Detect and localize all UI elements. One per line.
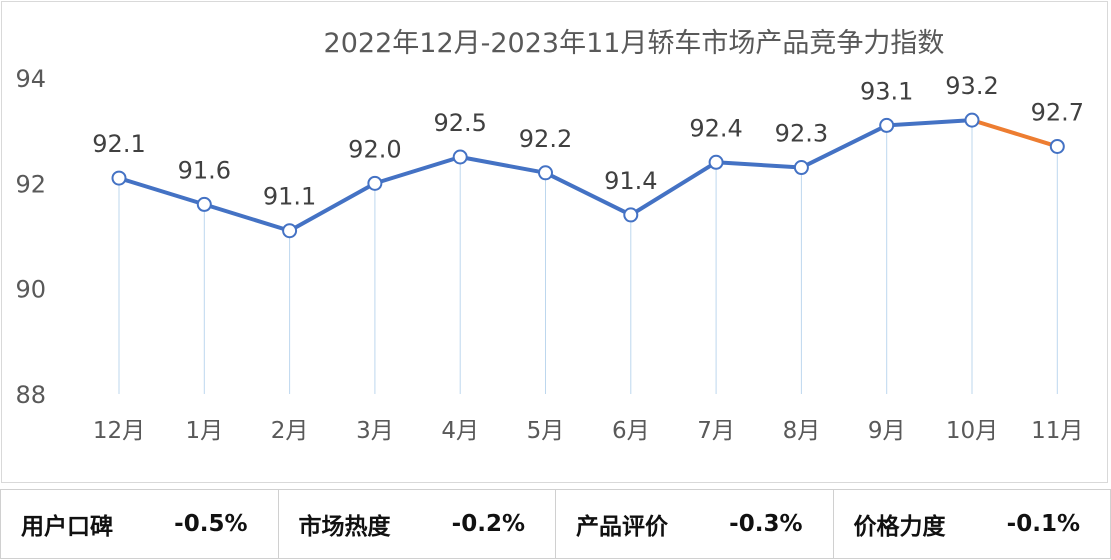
series-line-segment: [799, 123, 889, 170]
series-line-segment: [287, 181, 377, 233]
x-tick-label: 9月: [868, 418, 906, 444]
metric-label: 用户口碑: [21, 514, 113, 540]
y-tick-label: 92: [15, 170, 46, 198]
data-label: 92.2: [519, 125, 572, 153]
data-point: [196, 196, 212, 212]
x-tick-label: 11月: [1031, 418, 1083, 444]
data-point: [623, 207, 639, 223]
data-label: 93.2: [945, 72, 998, 100]
series-line-segment: [714, 160, 804, 170]
data-point: [879, 117, 895, 133]
data-point: [367, 175, 383, 191]
data-point: [1049, 138, 1065, 154]
metric-label: 市场热度: [298, 514, 391, 540]
metric-price-strength: 价格力度 -0.1%: [832, 490, 1111, 558]
data-label: 92.0: [348, 135, 401, 163]
data-point: [793, 160, 809, 176]
y-tick-label: 88: [15, 381, 46, 409]
metric-label: 价格力度: [853, 514, 946, 540]
y-tick-label: 94: [15, 65, 46, 93]
series-line-segment: [884, 118, 974, 128]
metric-value: -0.5%: [174, 511, 248, 537]
data-label: 92.1: [92, 130, 145, 158]
series-line-segment: [117, 176, 207, 207]
x-tick-label: 2月: [271, 418, 309, 444]
chart-frame: [1, 1, 1108, 483]
x-tick-label: 7月: [697, 418, 735, 444]
line-chart: 2022年12月-2023年11月轿车市场产品竞争力指数 88 90 92 94 92…: [15, 28, 1084, 444]
x-tick-label: 6月: [612, 418, 650, 444]
x-tick-label: 10月: [946, 418, 998, 444]
data-label: 91.4: [604, 167, 657, 195]
data-label: 92.4: [689, 114, 742, 142]
data-point: [282, 223, 298, 239]
x-tick-label: 3月: [356, 418, 394, 444]
metric-market-heat: 市场热度 -0.2%: [277, 490, 556, 558]
x-tick-label: 8月: [783, 418, 821, 444]
metric-value: -0.1%: [1006, 511, 1080, 537]
data-point: [452, 149, 468, 165]
series-line-segment: [628, 160, 719, 217]
data-label: 91.6: [178, 156, 231, 184]
data-point: [964, 112, 980, 128]
metric-label: 产品评价: [576, 514, 668, 540]
metrics-bar: 用户口碑 -0.5% 市场热度 -0.2% 产品评价 -0.3% 价格力度 -0…: [0, 489, 1111, 559]
data-label: 93.1: [860, 77, 913, 105]
series-line-segment: [543, 170, 633, 217]
x-tick-label: 4月: [441, 418, 479, 444]
x-tick-label: 1月: [185, 418, 223, 444]
series-line-segment: [458, 155, 548, 175]
x-tick-label: 5月: [527, 418, 565, 444]
data-point: [708, 154, 724, 170]
metric-value: -0.2%: [451, 511, 525, 537]
series-line-segment: [372, 155, 463, 186]
data-point: [538, 165, 553, 181]
data-point: [111, 170, 127, 186]
data-label: 92.7: [1031, 98, 1084, 126]
data-label: 91.1: [263, 183, 316, 211]
metric-product-review: 产品评价 -0.3%: [555, 490, 833, 558]
metric-user-reputation: 用户口碑 -0.5%: [0, 490, 278, 558]
chart-title: 2022年12月-2023年11月轿车市场产品竞争力指数: [324, 28, 945, 59]
metric-value: -0.3%: [729, 511, 803, 537]
data-label: 92.5: [433, 109, 486, 137]
data-label: 92.3: [775, 120, 828, 148]
series-line-segment-latest: [970, 118, 1060, 149]
y-tick-label: 90: [15, 276, 46, 304]
series-line-segment: [202, 202, 292, 233]
x-tick-label: 12月: [93, 418, 145, 444]
